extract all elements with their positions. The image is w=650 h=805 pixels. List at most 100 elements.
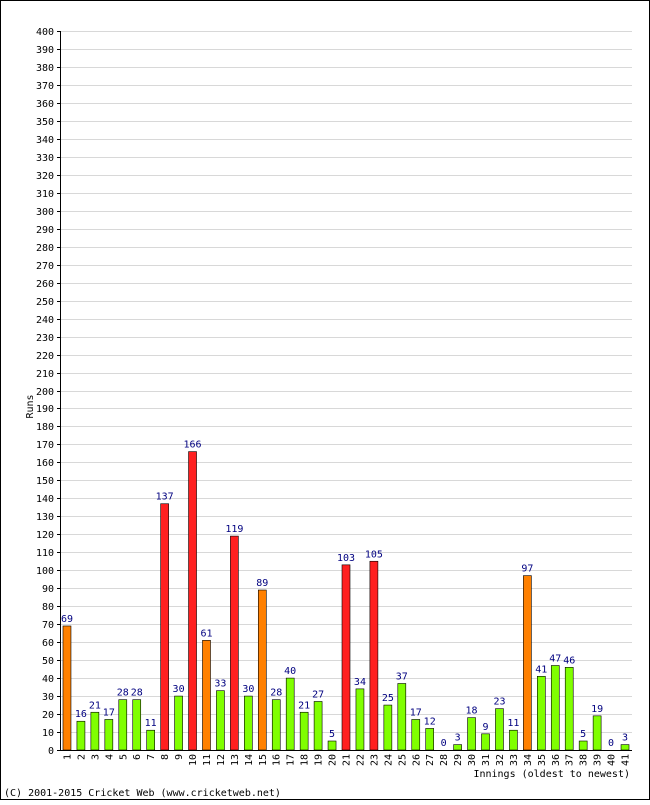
data-label: 166: [184, 440, 202, 451]
data-label: 17: [103, 707, 115, 718]
bar: [369, 560, 379, 751]
bar: [271, 699, 281, 751]
x-tick-labels: 1 2 3 4 5 6 7 8 9 10 11 12 13 14 15 16 17 18 19 20 21 22 23 24 2…: [62, 754, 631, 766]
x-tick-label: 28: [439, 754, 450, 766]
x-tick-label: 29: [453, 754, 464, 766]
data-label: 11: [507, 718, 519, 729]
y-tick-label: 20: [42, 710, 54, 721]
bar: [550, 665, 560, 751]
bar: [425, 728, 435, 751]
data-label: 3: [622, 733, 628, 744]
data-label: 41: [535, 664, 547, 675]
data-label: 11: [145, 718, 157, 729]
bar: [397, 683, 407, 751]
x-tick-label: 7: [146, 754, 157, 760]
x-tick-label: 16: [272, 754, 283, 766]
data-label: 25: [382, 693, 394, 704]
y-tick-label: 260: [36, 279, 54, 290]
x-tick-label: 1: [62, 754, 73, 760]
x-tick-label: 13: [230, 754, 241, 766]
x-tick-label: 4: [104, 754, 115, 760]
data-label: 3: [455, 733, 461, 744]
y-tick-label: 270: [36, 261, 54, 272]
data-label: 40: [284, 666, 296, 677]
y-tick-label: 380: [36, 63, 54, 74]
bar: [327, 740, 337, 751]
y-tick-labels: 0 10 20 30 40 50 60 70 80 90 100 110 120 130 140 150 160…: [36, 27, 60, 757]
bars: [62, 451, 630, 751]
x-tick-label: 2: [76, 754, 87, 760]
data-label: 69: [61, 614, 73, 625]
bar: [104, 719, 114, 751]
bar: [230, 535, 239, 751]
bar: [411, 719, 421, 751]
bar: [146, 729, 155, 751]
bar: [118, 699, 128, 751]
data-label: 61: [200, 628, 212, 639]
y-tick-label: 50: [42, 656, 54, 667]
bar: [592, 715, 602, 751]
y-tick-label: 80: [42, 602, 54, 613]
x-tick-label: 34: [523, 754, 534, 766]
bar: [495, 708, 504, 751]
x-tick-label: 41: [621, 754, 632, 766]
x-tick-label: 6: [132, 754, 143, 760]
bar: [62, 625, 72, 751]
data-label: 137: [156, 492, 174, 503]
bar: [174, 695, 183, 751]
y-tick-label: 60: [42, 638, 54, 649]
bar: [244, 695, 253, 751]
data-label: 30: [173, 684, 185, 695]
x-tick-label: 10: [188, 754, 199, 766]
x-tick-label: 12: [216, 754, 227, 766]
y-tick-label: 320: [36, 171, 54, 182]
y-tick-label: 210: [36, 369, 54, 380]
bar: [620, 744, 630, 751]
x-axis-label: Innings (oldest to newest): [473, 769, 630, 780]
data-label: 0: [608, 738, 614, 749]
y-tick-label: 310: [36, 189, 54, 200]
data-label: 34: [354, 677, 366, 688]
x-tick-label: 5: [118, 754, 129, 760]
y-tick-label: 90: [42, 584, 54, 595]
x-tick-label: 39: [593, 754, 604, 766]
x-tick-label: 37: [565, 754, 576, 766]
data-label: 103: [337, 553, 355, 564]
y-tick-label: 40: [42, 674, 54, 685]
y-tick-label: 170: [36, 440, 54, 451]
bar: [523, 575, 532, 751]
data-label: 16: [75, 709, 87, 720]
bar: [202, 640, 211, 751]
x-tick-label: 14: [244, 754, 255, 766]
y-tick-label: 160: [36, 458, 54, 469]
data-label: 47: [549, 654, 561, 665]
bar: [355, 688, 365, 751]
y-tick-label: 220: [36, 351, 54, 362]
y-tick-label: 390: [36, 45, 54, 56]
y-tick-label: 110: [36, 548, 54, 559]
x-tick-label: 3: [90, 754, 101, 760]
x-tick-label: 19: [314, 754, 325, 766]
y-tick-label: 300: [36, 207, 54, 218]
bar: [299, 711, 309, 751]
x-tick-label: 33: [509, 754, 520, 766]
data-label: 17: [410, 707, 422, 718]
data-label: 9: [482, 722, 488, 733]
y-tick-label: 0: [48, 746, 54, 757]
y-tick-label: 250: [36, 297, 54, 308]
y-tick-label: 120: [36, 530, 54, 541]
y-tick-label: 360: [36, 99, 54, 110]
x-tick-label: 23: [369, 754, 380, 766]
data-label: 19: [591, 704, 603, 715]
x-tick-label: 30: [467, 754, 478, 766]
data-label: 89: [256, 578, 268, 589]
y-tick-label: 340: [36, 135, 54, 146]
y-tick-label: 130: [36, 512, 54, 523]
y-tick-label: 330: [36, 153, 54, 164]
bar: [481, 733, 490, 751]
x-tick-label: 27: [425, 754, 436, 766]
data-label: 28: [131, 688, 143, 699]
y-tick-label: 140: [36, 494, 54, 505]
